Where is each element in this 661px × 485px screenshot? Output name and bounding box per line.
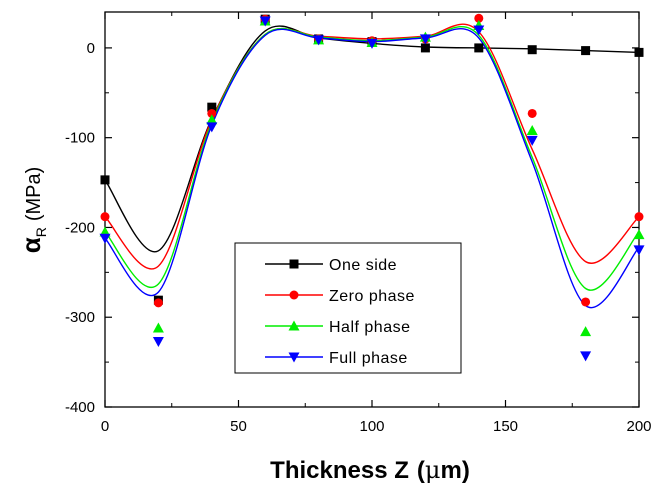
- y-tick-label: -300: [65, 309, 95, 326]
- legend: One side Zero phase Half phase Full phase: [234, 242, 462, 374]
- marker-zero-phase: [581, 297, 591, 307]
- marker-half-phase: [580, 326, 592, 337]
- marker-zero-phase: [153, 298, 163, 308]
- marker-half-phase: [526, 125, 538, 135]
- marker-one-side: [474, 43, 484, 53]
- marker-full-phase: [419, 34, 431, 45]
- y-tick-label: -400: [65, 399, 95, 416]
- x-axis-title: Thickness Z (μm): [270, 456, 470, 484]
- legend-marker-one-side: [289, 259, 299, 269]
- marker-full-phase: [580, 351, 592, 362]
- marker-one-side: [100, 175, 110, 185]
- legend-label-one-side: One side: [329, 257, 397, 274]
- legend-label-zero-phase: Zero phase: [329, 288, 415, 305]
- x-tick-label: 100: [359, 418, 384, 435]
- x-tick-label: 50: [230, 418, 247, 435]
- y-axis-title: αR(MPa): [16, 167, 49, 254]
- marker-one-side: [420, 43, 430, 53]
- marker-full-phase: [259, 16, 271, 27]
- marker-full-phase: [152, 336, 164, 347]
- marker-zero-phase: [634, 212, 644, 222]
- x-tick-label: 150: [493, 418, 518, 435]
- marker-one-side: [581, 46, 591, 56]
- marker-full-phase: [366, 38, 378, 49]
- marker-one-side: [207, 102, 217, 112]
- y-tick-label: 0: [87, 40, 95, 57]
- y-tick-label: -100: [65, 130, 95, 147]
- legend-marker-half-phase: [288, 320, 300, 331]
- marker-full-phase: [633, 245, 645, 256]
- data-markers: [99, 13, 645, 362]
- marker-zero-phase: [474, 13, 484, 23]
- y-tick-label: -200: [65, 219, 95, 236]
- x-tick-label: 200: [626, 418, 651, 435]
- marker-half-phase: [206, 114, 218, 125]
- legend-label-full-phase: Full phase: [329, 350, 408, 367]
- marker-full-phase: [206, 122, 218, 133]
- marker-full-phase: [313, 35, 325, 46]
- axis-ticks: 0 50 100 150 200 -400 -300 -200 -100 0: [65, 12, 652, 435]
- marker-zero-phase: [527, 108, 537, 118]
- marker-zero-phase: [100, 212, 110, 222]
- legend-marker-zero-phase: [289, 290, 299, 300]
- legend-marker-full-phase: [288, 352, 300, 363]
- x-tick-label: 0: [101, 418, 109, 435]
- marker-one-side: [527, 45, 537, 55]
- marker-zero-phase: [207, 108, 217, 118]
- marker-full-phase: [526, 135, 538, 146]
- legend-label-half-phase: Half phase: [329, 319, 411, 336]
- marker-full-phase: [473, 25, 485, 36]
- marker-half-phase: [633, 229, 645, 240]
- marker-full-phase: [99, 233, 111, 244]
- marker-one-side: [634, 47, 644, 57]
- marker-half-phase: [152, 322, 164, 333]
